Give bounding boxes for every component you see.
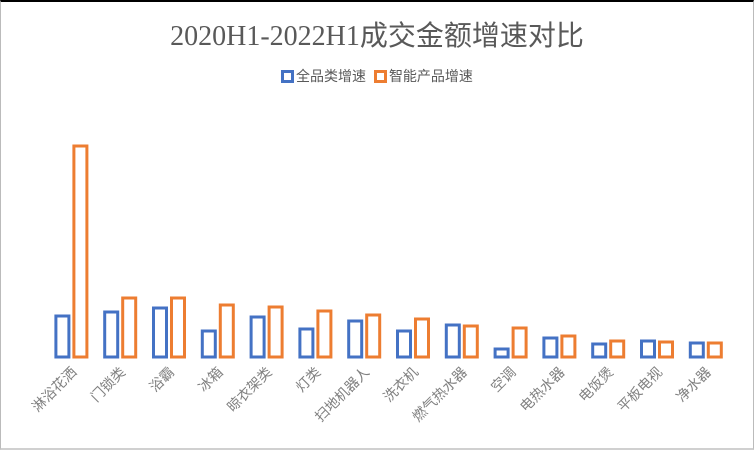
bar-smart-11 <box>609 339 626 359</box>
bar-smart-0 <box>72 144 89 359</box>
bar-smart-10 <box>560 334 577 359</box>
category-label: 洗衣机 <box>380 364 421 405</box>
legend: 全品类增速 智能产品增速 <box>1 66 753 86</box>
bar-smart-9 <box>511 326 528 359</box>
legend-swatch-blue <box>281 69 295 83</box>
category-label: 淋浴花洒 <box>29 364 80 415</box>
bar-all-7 <box>396 329 412 359</box>
bar-all-13 <box>688 341 705 359</box>
category-label: 电饭煲 <box>575 364 616 405</box>
category-label: 浴霸 <box>146 364 177 395</box>
category-label: 冰箱 <box>195 364 226 395</box>
bar-all-3 <box>200 329 217 359</box>
bar-all-5 <box>298 327 315 359</box>
legend-swatch-orange <box>373 69 387 83</box>
bar-all-12 <box>640 339 656 359</box>
bar-smart-7 <box>414 317 430 359</box>
bar-all-2 <box>152 306 168 359</box>
category-label: 门锁类 <box>87 364 128 405</box>
bar-all-9 <box>493 347 510 359</box>
category-label: 电热水器 <box>517 364 568 415</box>
legend-label: 智能产品增速 <box>388 68 473 84</box>
bar-all-4 <box>249 315 266 359</box>
bar-smart-8 <box>462 324 479 359</box>
bar-smart-13 <box>706 341 723 359</box>
chart-title: 2020H1-2022H1成交金额增速对比 <box>170 21 584 52</box>
category-label: 平板电视 <box>614 364 665 415</box>
bar-all-11 <box>591 342 608 359</box>
bar-all-0 <box>54 314 71 359</box>
bar-smart-6 <box>365 313 382 359</box>
category-label: 空调 <box>488 364 519 395</box>
bar-all-6 <box>347 319 364 359</box>
bar-smart-3 <box>218 303 235 359</box>
bar-smart-5 <box>316 309 333 359</box>
category-label: 晾衣架类 <box>224 364 275 415</box>
legend-item-all: 全品类增速 <box>281 66 366 86</box>
bar-smart-1 <box>121 296 138 359</box>
bar-all-8 <box>444 323 461 359</box>
bar-smart-4 <box>267 305 284 359</box>
legend-item-smart: 智能产品增速 <box>373 66 473 86</box>
legend-label: 全品类增速 <box>296 68 367 84</box>
bar-all-10 <box>542 336 559 359</box>
bar-smart-2 <box>170 296 186 359</box>
category-label: 灯类 <box>292 364 323 395</box>
category-label: 净水器 <box>673 364 714 405</box>
bar-all-1 <box>103 310 120 359</box>
bar-smart-12 <box>658 340 674 359</box>
